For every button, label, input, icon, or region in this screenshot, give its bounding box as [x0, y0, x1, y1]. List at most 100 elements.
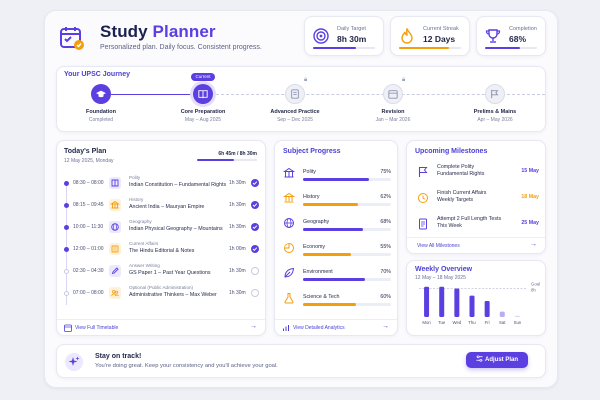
- check-icon[interactable]: [251, 201, 259, 209]
- milestone-detail: Fundamental Rights: [437, 171, 485, 177]
- plan-category: Optional (Public Administration): [129, 285, 194, 290]
- subject-row[interactable]: Polity 75%: [275, 165, 399, 193]
- plan-time: 08:30 – 08:00: [73, 180, 104, 186]
- plan-duration: 1h 30m: [229, 224, 246, 230]
- subject-row[interactable]: Economy 55%: [275, 240, 399, 268]
- plan-item[interactable]: 10:00 – 11:30 Geography Indian Physical …: [57, 217, 267, 237]
- journey-stage-prelims-mains[interactable]: [485, 84, 505, 104]
- plan-item[interactable]: 08:15 – 09:45 History Ancient India – Ma…: [57, 195, 267, 215]
- calendar-icon: [388, 90, 398, 99]
- view-milestones-link[interactable]: View All Milestones →: [407, 237, 545, 253]
- weekly-bar-fri[interactable]: [484, 301, 490, 317]
- temple-icon: [283, 192, 295, 203]
- arrow-right-icon: →: [530, 241, 537, 248]
- plan-goal: 6h 45m / 8h 30m: [218, 151, 257, 157]
- view-timetable-link[interactable]: View Full Timetable →: [57, 319, 265, 335]
- subject-row[interactable]: Science & Tech 60%: [275, 290, 399, 318]
- timeline-dot: [64, 247, 69, 252]
- check-icon[interactable]: [251, 245, 259, 253]
- checkbox[interactable]: [251, 267, 259, 275]
- weekly-day-label: Sat: [499, 320, 506, 325]
- subject-name: Polity: [303, 169, 316, 175]
- flag-icon: [418, 167, 428, 177]
- weekly-bar-sun[interactable]: [514, 315, 520, 317]
- plan-task: Indian Constitution – Fundamental Rights: [129, 182, 227, 188]
- plan-item[interactable]: 12:00 – 01:00 Current Affairs The Hindu …: [57, 239, 267, 259]
- people-icon: [109, 287, 121, 299]
- journey-stage-date: Jan – Mar 2026: [375, 117, 411, 123]
- milestone-title: Attempt 2 Full Length Tests: [437, 216, 502, 222]
- subject-row[interactable]: Environment 70%: [275, 265, 399, 293]
- adjust-plan-button[interactable]: Adjust Plan: [466, 352, 528, 368]
- journey-stage-date: Completed: [88, 117, 114, 123]
- plan-task: GS Paper 1 – Past Year Questions: [129, 270, 211, 276]
- subject-name: Environment: [303, 269, 333, 275]
- journey-stage-name: Foundation: [86, 109, 116, 115]
- milestone-detail: Weekly Targets: [437, 197, 474, 203]
- stat-label: Current Streak: [423, 26, 459, 32]
- subject-progress-bar: [303, 203, 391, 206]
- weekly-bar-wed[interactable]: [454, 288, 460, 317]
- goal-label: Goal: [531, 282, 540, 287]
- weekly-bar-tue[interactable]: [439, 286, 445, 317]
- plan-category: Geography: [129, 219, 152, 224]
- journey-title: Your UPSC Journey: [64, 71, 130, 78]
- weekly-overview-card: Weekly Overview 12 May – 18 May 2025 Goa…: [406, 260, 546, 336]
- milestone-title: Complete Polity: [437, 164, 475, 170]
- weekly-bar-sat[interactable]: [499, 311, 505, 317]
- plan-goal-bar: [197, 159, 257, 161]
- journey-stage-name: Core Preparation: [180, 109, 226, 115]
- journey-stage-advanced-practice[interactable]: [285, 84, 305, 104]
- journey-stage-revision[interactable]: [383, 84, 403, 104]
- weekly-bar-mon[interactable]: [424, 286, 430, 317]
- clock-icon: [418, 193, 428, 203]
- plan-item[interactable]: 02:30 – 04:30 Answer Writing GS Paper 1 …: [57, 261, 267, 281]
- leaf-icon: [284, 267, 295, 278]
- plan-task: Administrative Thinkers – Max Weber: [129, 292, 217, 298]
- arrow-right-icon: →: [382, 323, 389, 330]
- stat-progress-bar: [313, 47, 375, 49]
- link-label: View All Milestones: [417, 243, 460, 249]
- stat-current-streak: Current Streak 12 Days: [390, 16, 470, 56]
- milestone-item[interactable]: Complete Polity Fundamental Rights 15 Ma…: [407, 161, 547, 187]
- journey-stage-core-preparation[interactable]: [193, 84, 213, 104]
- sparkle-icon: [65, 353, 83, 371]
- subject-row[interactable]: History 62%: [275, 190, 399, 218]
- journey-stage-date: Sep – Dec 2025: [277, 117, 313, 123]
- weekly-title: Weekly Overview: [415, 266, 473, 273]
- journey-stage-date: May – Aug 2025: [184, 117, 222, 123]
- building-icon: [283, 167, 295, 178]
- subject-name: Science & Tech: [303, 294, 340, 300]
- plan-category: Polity: [129, 175, 141, 180]
- check-icon[interactable]: [251, 223, 259, 231]
- plan-item[interactable]: 08:30 – 08:00 Polity Indian Constitution…: [57, 173, 267, 193]
- milestone-date: 18 May: [521, 194, 539, 200]
- plan-duration: 1h 30m: [229, 202, 246, 208]
- stat-value: 8h 30m: [337, 34, 367, 44]
- check-icon[interactable]: [251, 179, 259, 187]
- weekly-bar-thu[interactable]: [469, 295, 475, 317]
- milestone-item[interactable]: Finish Current Affairs Weekly Targets 18…: [407, 187, 547, 213]
- milestones-card: Upcoming Milestones Complete Polity Fund…: [406, 140, 546, 254]
- plan-title: Today's Plan: [64, 148, 107, 155]
- plan-duration: 1h 30m: [229, 180, 246, 186]
- milestone-item[interactable]: Attempt 2 Full Length Tests This Week 25…: [407, 213, 547, 239]
- flag-icon: [491, 89, 499, 99]
- subject-progress-bar: [303, 228, 391, 231]
- plan-task: The Hindu Editorial & Notes: [129, 248, 195, 254]
- subject-name: Economy: [303, 244, 326, 250]
- plan-item[interactable]: 07:00 – 08:00 Optional (Public Administr…: [57, 283, 267, 303]
- subject-progress-title: Subject Progress: [283, 148, 341, 155]
- current-badge: Current: [191, 73, 215, 81]
- weekly-day-label: Wed: [452, 320, 461, 325]
- plan-duration: 1h 30m: [229, 268, 246, 274]
- page-title: Study Planner: [100, 22, 216, 41]
- subject-row[interactable]: Geography 68%: [275, 215, 399, 243]
- view-analytics-link[interactable]: View Detailed Analytics →: [275, 319, 397, 335]
- milestone-date: 15 May: [521, 168, 539, 174]
- checkbox[interactable]: [251, 289, 259, 297]
- journey-connector: [211, 94, 545, 95]
- journey-stage-foundation[interactable]: [91, 84, 111, 104]
- timeline-dot: [64, 225, 69, 230]
- goal-value: 8h: [531, 288, 536, 293]
